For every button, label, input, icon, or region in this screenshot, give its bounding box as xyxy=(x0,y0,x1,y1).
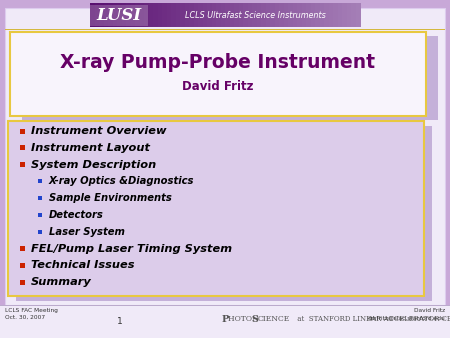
FancyBboxPatch shape xyxy=(292,3,297,27)
Text: Technical Issues: Technical Issues xyxy=(31,260,135,270)
Text: 1: 1 xyxy=(117,317,123,327)
FancyBboxPatch shape xyxy=(342,3,347,27)
FancyBboxPatch shape xyxy=(19,246,24,251)
FancyBboxPatch shape xyxy=(324,3,329,27)
FancyBboxPatch shape xyxy=(90,5,148,26)
FancyBboxPatch shape xyxy=(238,3,243,27)
FancyBboxPatch shape xyxy=(16,126,432,301)
Text: System Description: System Description xyxy=(31,160,156,170)
FancyBboxPatch shape xyxy=(153,3,158,27)
FancyBboxPatch shape xyxy=(297,3,302,27)
Text: LUSI: LUSI xyxy=(96,6,142,24)
Text: CIENCE: CIENCE xyxy=(258,315,290,323)
FancyBboxPatch shape xyxy=(279,3,284,27)
FancyBboxPatch shape xyxy=(207,3,212,27)
FancyBboxPatch shape xyxy=(216,3,221,27)
Text: S: S xyxy=(252,314,258,323)
FancyBboxPatch shape xyxy=(202,3,207,27)
FancyBboxPatch shape xyxy=(140,3,144,27)
FancyBboxPatch shape xyxy=(162,3,167,27)
FancyBboxPatch shape xyxy=(117,3,122,27)
FancyBboxPatch shape xyxy=(19,145,24,150)
Text: P: P xyxy=(221,314,229,323)
FancyBboxPatch shape xyxy=(274,3,279,27)
FancyBboxPatch shape xyxy=(180,3,185,27)
FancyBboxPatch shape xyxy=(144,3,149,27)
FancyBboxPatch shape xyxy=(234,3,239,27)
Text: Laser System: Laser System xyxy=(49,227,125,237)
Text: David Fritz
dmfritz@slac.stanford.edu: David Fritz dmfritz@slac.stanford.edu xyxy=(367,308,445,320)
FancyBboxPatch shape xyxy=(94,3,99,27)
FancyBboxPatch shape xyxy=(310,3,315,27)
FancyBboxPatch shape xyxy=(338,3,342,27)
FancyBboxPatch shape xyxy=(346,3,351,27)
FancyBboxPatch shape xyxy=(230,3,234,27)
Text: Instrument Layout: Instrument Layout xyxy=(31,143,150,153)
FancyBboxPatch shape xyxy=(248,3,252,27)
FancyBboxPatch shape xyxy=(5,8,445,305)
FancyBboxPatch shape xyxy=(38,230,42,234)
Text: Sample Environments: Sample Environments xyxy=(49,193,172,203)
Text: LCLS FAC Meeting
Oct. 30, 2007: LCLS FAC Meeting Oct. 30, 2007 xyxy=(5,308,58,320)
FancyBboxPatch shape xyxy=(130,3,135,27)
FancyBboxPatch shape xyxy=(220,3,225,27)
FancyBboxPatch shape xyxy=(108,3,113,27)
FancyBboxPatch shape xyxy=(315,3,320,27)
FancyBboxPatch shape xyxy=(171,3,176,27)
FancyBboxPatch shape xyxy=(270,3,275,27)
Text: X-ray Optics &Diagnostics: X-ray Optics &Diagnostics xyxy=(49,176,194,186)
FancyBboxPatch shape xyxy=(126,3,131,27)
Text: Instrument Overview: Instrument Overview xyxy=(31,126,166,136)
FancyBboxPatch shape xyxy=(38,196,42,200)
FancyBboxPatch shape xyxy=(333,3,338,27)
FancyBboxPatch shape xyxy=(166,3,171,27)
FancyBboxPatch shape xyxy=(19,162,24,167)
Text: HOTON: HOTON xyxy=(228,315,261,323)
FancyBboxPatch shape xyxy=(243,3,248,27)
FancyBboxPatch shape xyxy=(176,3,180,27)
FancyBboxPatch shape xyxy=(158,3,162,27)
Text: David Fritz: David Fritz xyxy=(182,79,254,93)
FancyBboxPatch shape xyxy=(10,32,426,116)
FancyBboxPatch shape xyxy=(261,3,266,27)
FancyBboxPatch shape xyxy=(351,3,356,27)
FancyBboxPatch shape xyxy=(19,280,24,285)
FancyBboxPatch shape xyxy=(122,3,126,27)
FancyBboxPatch shape xyxy=(8,121,424,296)
Text: X-ray Pump-Probe Instrument: X-ray Pump-Probe Instrument xyxy=(60,53,375,72)
FancyBboxPatch shape xyxy=(99,3,104,27)
FancyBboxPatch shape xyxy=(284,3,288,27)
FancyBboxPatch shape xyxy=(356,3,360,27)
Text: Detectors: Detectors xyxy=(49,210,104,220)
FancyBboxPatch shape xyxy=(288,3,293,27)
FancyBboxPatch shape xyxy=(189,3,194,27)
FancyBboxPatch shape xyxy=(112,3,117,27)
FancyBboxPatch shape xyxy=(302,3,306,27)
FancyBboxPatch shape xyxy=(194,3,198,27)
Text: FEL/Pump Laser Timing System: FEL/Pump Laser Timing System xyxy=(31,244,232,254)
FancyBboxPatch shape xyxy=(38,179,42,184)
FancyBboxPatch shape xyxy=(104,3,108,27)
FancyBboxPatch shape xyxy=(306,3,311,27)
FancyBboxPatch shape xyxy=(5,28,445,30)
FancyBboxPatch shape xyxy=(0,305,450,306)
FancyBboxPatch shape xyxy=(212,3,216,27)
Text: LCLS Ultrafast Science Instruments: LCLS Ultrafast Science Instruments xyxy=(184,10,325,20)
FancyBboxPatch shape xyxy=(19,128,24,134)
FancyBboxPatch shape xyxy=(148,3,153,27)
FancyBboxPatch shape xyxy=(252,3,257,27)
FancyBboxPatch shape xyxy=(328,3,333,27)
FancyBboxPatch shape xyxy=(135,3,140,27)
FancyBboxPatch shape xyxy=(225,3,230,27)
FancyBboxPatch shape xyxy=(198,3,203,27)
FancyBboxPatch shape xyxy=(184,3,189,27)
FancyBboxPatch shape xyxy=(19,263,24,268)
Text: at  STANFORD LINEAR ACCELERATOR CENTER: at STANFORD LINEAR ACCELERATOR CENTER xyxy=(295,315,450,323)
Text: Summary: Summary xyxy=(31,277,92,287)
FancyBboxPatch shape xyxy=(90,3,95,27)
FancyBboxPatch shape xyxy=(266,3,270,27)
FancyBboxPatch shape xyxy=(38,213,42,217)
FancyBboxPatch shape xyxy=(320,3,324,27)
FancyBboxPatch shape xyxy=(22,36,438,120)
